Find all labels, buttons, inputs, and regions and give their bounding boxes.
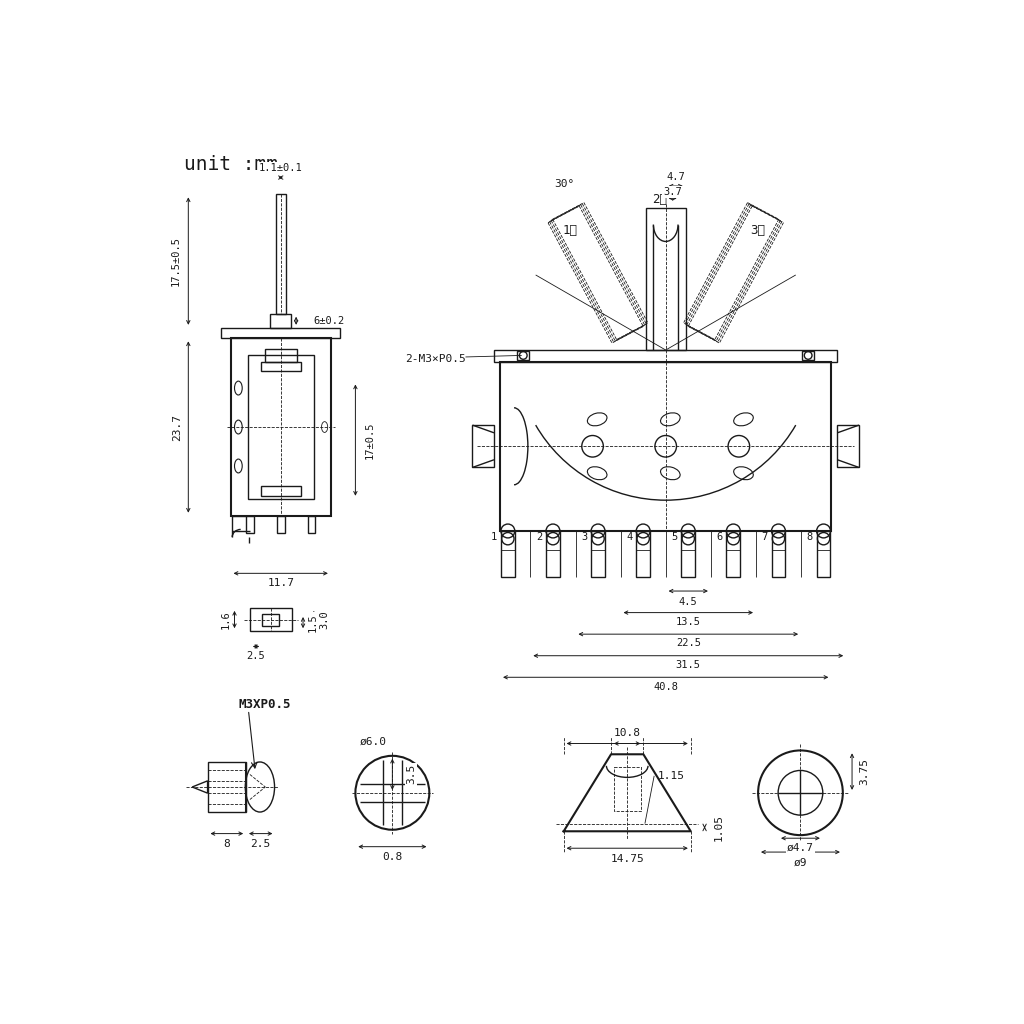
Text: 8: 8 (223, 840, 230, 849)
Bar (613, 767, 641, 811)
Text: 6: 6 (717, 532, 723, 542)
Bar (270, 313, 292, 328)
Text: 1.5: 1.5 (307, 613, 317, 632)
Text: 14.75: 14.75 (610, 854, 644, 864)
Text: 1.6: 1.6 (220, 610, 230, 629)
Bar (681, 531, 695, 578)
Bar (261, 486, 301, 496)
Text: 3.5: 3.5 (406, 764, 416, 784)
Text: 2.5: 2.5 (251, 840, 270, 849)
Bar (546, 531, 560, 578)
Text: 4.5: 4.5 (679, 597, 697, 607)
Text: 2-M3×P0.5: 2-M3×P0.5 (404, 353, 466, 364)
Bar (771, 531, 785, 578)
Text: 3位: 3位 (751, 224, 765, 238)
Text: 11.7: 11.7 (267, 579, 294, 589)
Text: ø9: ø9 (794, 858, 807, 868)
Bar (230, 339, 331, 515)
Text: 30°: 30° (554, 179, 574, 189)
Text: 2: 2 (536, 532, 542, 542)
Bar (646, 208, 686, 350)
Text: ø6.0: ø6.0 (359, 737, 386, 746)
Text: 13.5: 13.5 (676, 616, 700, 627)
Bar (221, 328, 340, 339)
Text: 8: 8 (807, 532, 813, 542)
Bar (500, 361, 831, 531)
Bar (726, 531, 740, 578)
Text: 1.15: 1.15 (657, 771, 684, 781)
Text: 17.5±0.5: 17.5±0.5 (170, 237, 180, 286)
Bar (816, 531, 830, 578)
Bar (246, 515, 254, 532)
Bar (501, 531, 515, 578)
Text: 31.5: 31.5 (676, 659, 700, 670)
Bar (838, 425, 859, 467)
Text: 3.75: 3.75 (859, 758, 869, 785)
Text: 1: 1 (490, 532, 497, 542)
Text: 3.7: 3.7 (664, 187, 682, 198)
Bar (262, 614, 280, 627)
Text: 4: 4 (626, 532, 633, 542)
Bar (517, 351, 529, 360)
Bar (307, 515, 315, 532)
Bar (636, 531, 650, 578)
Text: 1.1±0.1: 1.1±0.1 (259, 163, 302, 173)
Bar (208, 762, 246, 812)
Text: 2位: 2位 (652, 194, 667, 207)
Text: 1位: 1位 (562, 224, 578, 238)
Text: 7: 7 (762, 532, 768, 542)
Text: 6±0.2: 6±0.2 (313, 315, 344, 326)
Bar (494, 350, 838, 361)
Text: ø4.7: ø4.7 (787, 843, 814, 852)
Text: 0.8: 0.8 (382, 852, 402, 862)
Text: 40.8: 40.8 (653, 682, 678, 691)
Bar (264, 349, 297, 361)
Text: 23.7: 23.7 (172, 414, 182, 440)
Text: unit :mm: unit :mm (184, 156, 279, 174)
Text: 2.5: 2.5 (247, 650, 265, 660)
Text: 2.8: 2.8 (617, 728, 637, 737)
Bar (472, 425, 494, 467)
Text: 3.0: 3.0 (319, 610, 330, 629)
Text: 1.05: 1.05 (714, 814, 723, 841)
Bar (250, 608, 292, 631)
Text: M3XP0.5: M3XP0.5 (239, 697, 291, 711)
Bar (248, 355, 313, 499)
Bar (591, 531, 605, 578)
Text: 3: 3 (581, 532, 588, 542)
Text: 22.5: 22.5 (676, 638, 700, 648)
Bar (261, 361, 301, 371)
Text: 5: 5 (671, 532, 678, 542)
Bar (802, 351, 814, 360)
Text: 10.8: 10.8 (613, 728, 641, 737)
Bar (275, 195, 286, 313)
Text: 17±0.5: 17±0.5 (365, 421, 374, 459)
Text: 4.7: 4.7 (667, 172, 685, 182)
Bar (276, 515, 285, 532)
